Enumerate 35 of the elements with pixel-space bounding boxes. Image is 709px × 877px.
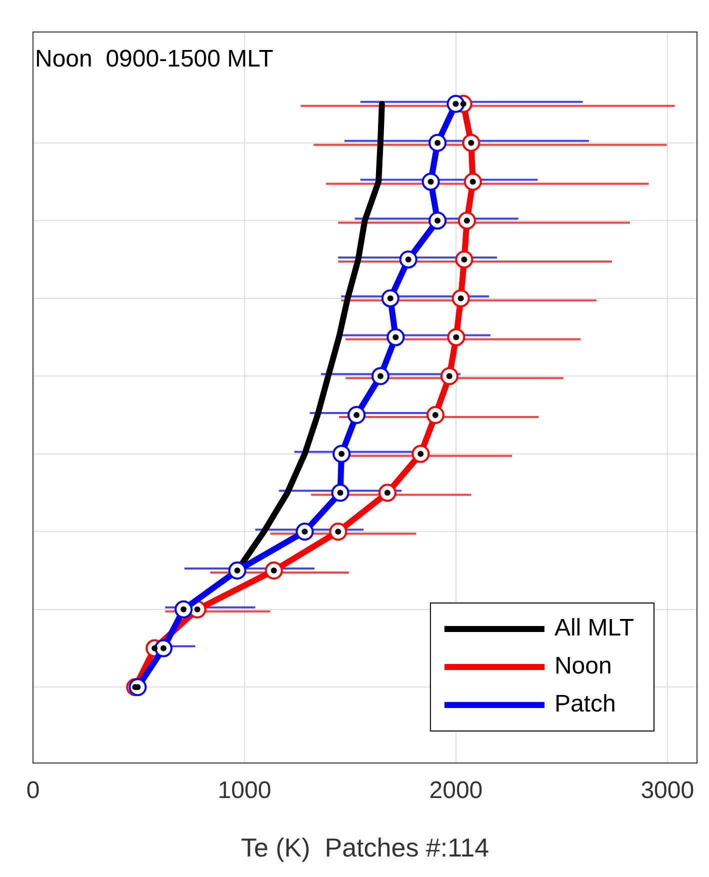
x-tick-label: 0 bbox=[26, 777, 40, 804]
point bbox=[399, 250, 418, 268]
point bbox=[446, 94, 465, 113]
legend-label: Noon bbox=[554, 652, 612, 680]
point bbox=[428, 134, 447, 152]
point bbox=[455, 250, 474, 268]
point bbox=[422, 172, 440, 191]
point bbox=[174, 600, 193, 618]
point bbox=[452, 289, 470, 308]
point bbox=[426, 406, 444, 424]
legend-label: All MLT bbox=[554, 614, 634, 642]
point bbox=[331, 484, 350, 502]
point bbox=[371, 367, 390, 386]
x-axis-title: Te (K) Patches #:114 bbox=[240, 832, 490, 863]
legend-label: Patch bbox=[554, 690, 616, 718]
point bbox=[329, 522, 348, 541]
x-tick-label: 2000 bbox=[429, 777, 483, 804]
x-tick-label: 3000 bbox=[640, 777, 694, 804]
point bbox=[386, 328, 405, 346]
point bbox=[462, 134, 480, 152]
point bbox=[296, 522, 314, 541]
point bbox=[428, 212, 447, 230]
point bbox=[154, 639, 172, 658]
point bbox=[458, 212, 476, 230]
point bbox=[378, 484, 396, 502]
point bbox=[381, 289, 400, 308]
point bbox=[264, 562, 283, 580]
x-tick-label: 1000 bbox=[218, 777, 272, 804]
point bbox=[348, 406, 366, 424]
point bbox=[412, 444, 430, 463]
point bbox=[332, 444, 351, 463]
point bbox=[440, 367, 458, 386]
chart-title: Noon 0900-1500 MLT bbox=[35, 46, 274, 73]
point bbox=[447, 328, 466, 346]
point bbox=[464, 172, 482, 191]
